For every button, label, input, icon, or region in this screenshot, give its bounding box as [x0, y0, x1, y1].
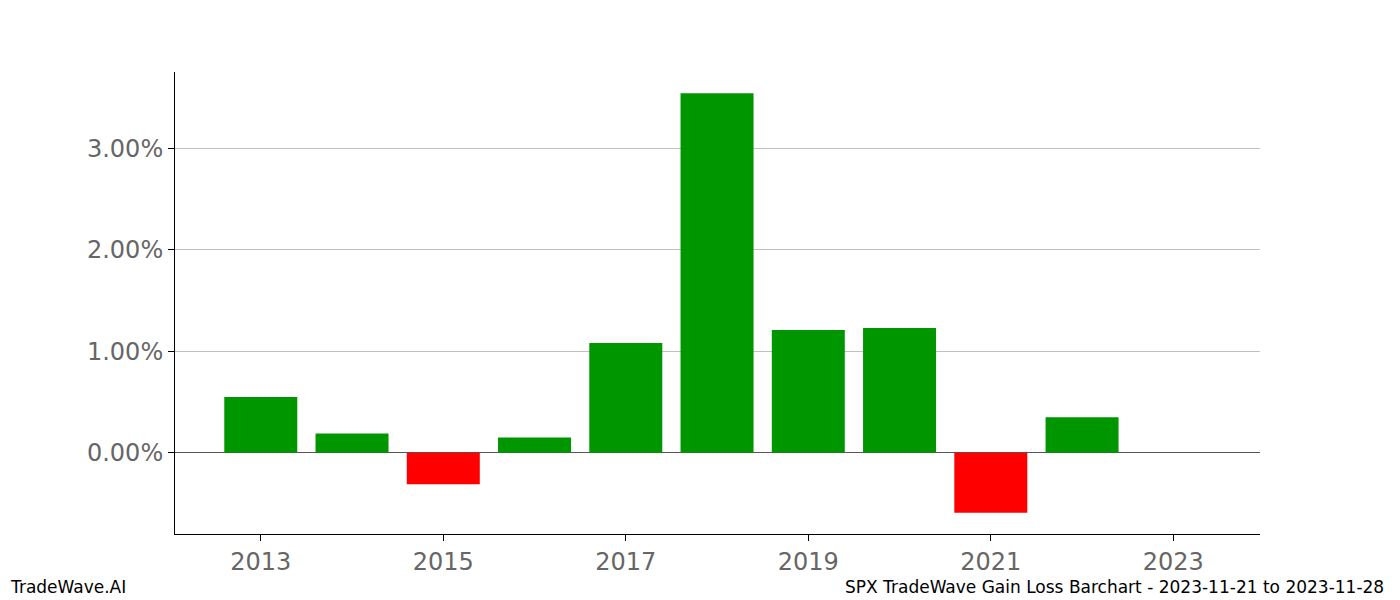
svg-text:2013: 2013 — [230, 548, 291, 576]
svg-text:2021: 2021 — [960, 548, 1021, 576]
svg-text:1.00%: 1.00% — [87, 338, 163, 366]
svg-text:2017: 2017 — [595, 548, 656, 576]
svg-text:2019: 2019 — [778, 548, 839, 576]
svg-text:TradeWave.AI: TradeWave.AI — [10, 577, 126, 597]
svg-text:0.00%: 0.00% — [87, 439, 163, 467]
svg-text:3.00%: 3.00% — [87, 135, 163, 163]
svg-text:2023: 2023 — [1143, 548, 1204, 576]
svg-text:2.00%: 2.00% — [87, 236, 163, 264]
svg-text:SPX TradeWave Gain Loss Barcha: SPX TradeWave Gain Loss Barchart - 2023-… — [845, 577, 1384, 597]
svg-text:2015: 2015 — [413, 548, 474, 576]
